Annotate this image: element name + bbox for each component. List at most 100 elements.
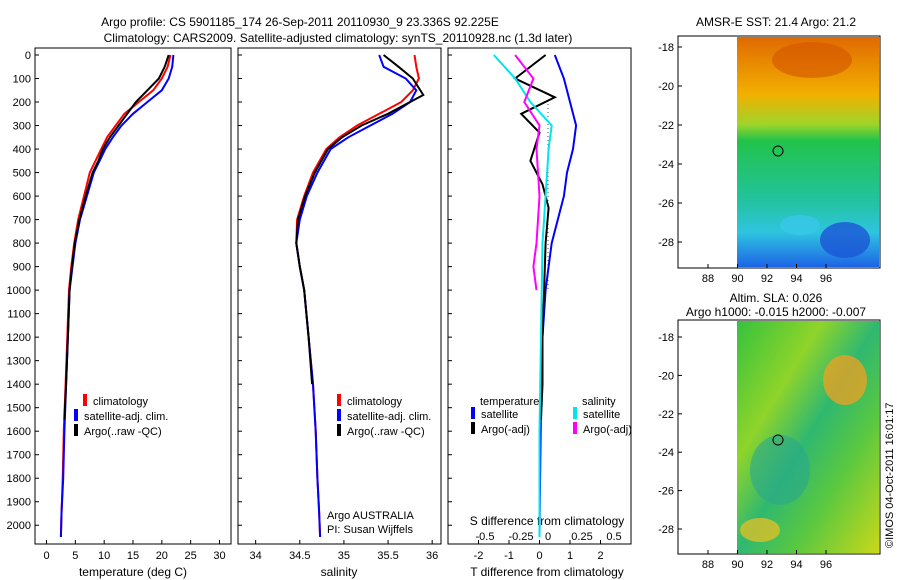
pi-name: PI: Susan Wijffels: [327, 524, 413, 536]
map-y-label: -26: [658, 486, 674, 498]
sal-legend-argo-swatch: [337, 424, 341, 436]
map-x-label: 92: [761, 273, 773, 285]
map1-cool-patch: [820, 222, 870, 258]
x-tick-label: 0: [536, 550, 542, 562]
x-tick-label: 35: [338, 550, 350, 562]
diff-x-axis: -2 -1 0 1 2: [474, 540, 604, 562]
diff-s-argo: Argo(-adj): [583, 424, 632, 436]
depth-tick-label: 1500: [7, 403, 31, 415]
x-tick-label: 15: [127, 550, 139, 562]
depth-tick-label: 1600: [7, 426, 31, 438]
map-y-label: -20: [658, 370, 674, 382]
diff-s-argo-swatch: [573, 422, 577, 434]
map2-high-patch-2: [740, 518, 780, 542]
legend-t-head: temperature: [480, 396, 539, 408]
profile-curves: [59, 54, 578, 538]
diff-legend: temperature salinity satellite Argo(-adj…: [471, 396, 632, 436]
map-x-label: 94: [790, 273, 802, 285]
map1-argo-marker: [772, 145, 784, 157]
map2-argo-marker: [772, 434, 784, 446]
depth-tick-label: 2000: [7, 520, 31, 532]
map1-title: AMSR-E SST: 21.4 Argo: 21.2: [696, 15, 856, 29]
map-y-label: -28: [658, 524, 674, 536]
legend-clim: climatology: [93, 396, 149, 408]
legend-s-head: salinity: [582, 396, 616, 408]
sal-legend-clim-swatch: [337, 394, 341, 406]
x-tick-label: 35.5: [377, 550, 398, 562]
depth-tick-label: 1100: [7, 309, 31, 321]
map-x-label: 88: [702, 559, 714, 571]
series-line: [514, 54, 541, 291]
map-x-label: 92: [761, 559, 773, 571]
depth-tick-label: 1800: [7, 473, 31, 485]
sal-legend-sat-swatch: [337, 409, 341, 421]
argo-australia: Argo AUSTRALIA: [327, 510, 414, 522]
series-line: [493, 54, 553, 537]
temp-xlabel: temperature (deg C): [79, 565, 187, 579]
sal-legend: climatology satellite-adj. clim. Argo(..…: [337, 394, 431, 438]
sal-panel-frame: [237, 47, 442, 545]
sal-legend-clim: climatology: [347, 396, 403, 408]
legend-sat: satellite-adj. clim.: [84, 411, 168, 423]
diff-xlabel: T difference from climatology: [470, 565, 624, 579]
x-tick-label: 25: [185, 550, 197, 562]
x-tick-label: -1: [504, 550, 514, 562]
map-x-label: 90: [731, 273, 743, 285]
series-line: [63, 54, 170, 420]
map1-axes: -18 -20 -22 -24 -26 -28 88 90 92 94 96: [658, 42, 832, 285]
sal-xlabel: salinity: [321, 565, 358, 579]
map-y-label: -28: [658, 237, 674, 249]
map-y-label: -24: [658, 159, 674, 171]
sal-legend-sat: satellite-adj. clim.: [347, 411, 431, 423]
map1-warm-patch: [772, 42, 852, 78]
map-x-label: 94: [790, 559, 802, 571]
map2-low-patch: [750, 435, 810, 505]
x-tick-label: 34.5: [289, 550, 310, 562]
depth-tick-label: 1000: [7, 285, 31, 297]
temp-legend: climatology satellite-adj. clim. Argo(..…: [74, 394, 168, 438]
map-y-label: -18: [658, 42, 674, 54]
map2-title-2: Argo h1000: -0.015 h2000: -0.007: [686, 305, 866, 319]
x-tick-label: 36: [426, 550, 438, 562]
depth-tick-label: 300: [13, 121, 31, 133]
diff-s-sat: satellite: [583, 409, 620, 421]
s-tick-label: 0.5: [606, 531, 621, 543]
diff-t-argo-swatch: [471, 422, 475, 434]
map-x-label: 96: [820, 273, 832, 285]
map-y-label: -22: [658, 409, 674, 421]
s-tick-label: -0.5: [476, 531, 495, 543]
map-y-label: -26: [658, 198, 674, 210]
legend-argo-swatch: [74, 424, 78, 436]
title-line-1: Argo profile: CS 5901185_174 26-Sep-2011…: [101, 15, 499, 29]
sal-x-axis: 34 34.5 35 35.5 36: [250, 540, 438, 562]
depth-tick-label: 800: [13, 238, 31, 250]
x-tick-label: 0: [43, 550, 49, 562]
map1-cyan-patch: [780, 215, 820, 235]
map-x-label: 96: [820, 559, 832, 571]
s-diff-ticks: -0.5 -0.25 0 0.25 0.5: [476, 531, 622, 543]
map-y-label: -20: [658, 81, 674, 93]
sal-legend-argo: Argo(..raw -QC): [347, 426, 425, 438]
s-tick-label: 0.25: [571, 531, 592, 543]
diff-s-sat-swatch: [573, 407, 577, 419]
map2-axes: -18 -20 -22 -24 -26 -28 88 90 92 94 96: [658, 332, 832, 571]
series-line: [513, 54, 558, 420]
depth-tick-label: 1300: [7, 356, 31, 368]
series-line: [59, 54, 172, 538]
x-tick-label: 20: [156, 550, 168, 562]
map2-title-1: Altim. SLA: 0.026: [730, 291, 823, 305]
depth-tick-label: 400: [13, 144, 31, 156]
depth-tick-label: 700: [13, 215, 31, 227]
depth-tick-label: 1200: [7, 332, 31, 344]
x-tick-label: 1: [567, 550, 573, 562]
series-line: [295, 54, 425, 385]
s-diff-label: S difference from climatology: [470, 514, 625, 528]
map-x-label: 88: [702, 273, 714, 285]
imos-stamp: ©IMOS 04-Oct-2011 16:01:17: [884, 403, 896, 548]
map2-high-patch: [823, 355, 867, 405]
depth-tick-label: 500: [13, 168, 31, 180]
depth-tick-label: 0: [25, 50, 31, 62]
x-tick-label: -2: [474, 550, 484, 562]
depth-tick-label: 1400: [7, 379, 31, 391]
